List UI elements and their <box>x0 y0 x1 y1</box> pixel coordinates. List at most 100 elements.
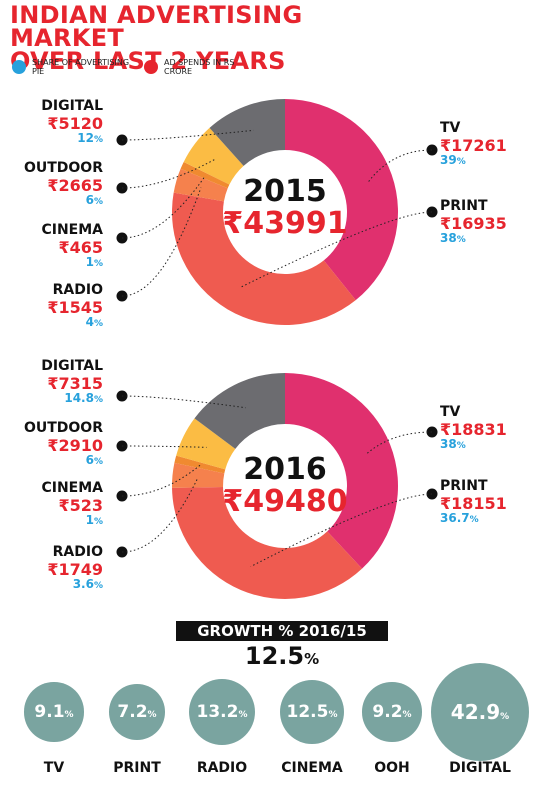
label-2016-print: PRINT ₹18151 36.7% <box>440 478 538 527</box>
legend-share-dot <box>12 60 26 74</box>
segment-value: ₹2910 <box>47 436 103 455</box>
label-2015-digital: DIGITAL ₹5120 12% <box>3 98 103 147</box>
leader-line-2016-print <box>250 493 433 567</box>
segment-value: ₹7315 <box>47 374 103 393</box>
segment-name: RADIO <box>52 282 103 298</box>
segment-share: 38% <box>440 437 466 452</box>
label-2015-cinema: CINEMA ₹465 1% <box>3 222 103 271</box>
segment-share: 14.8% <box>64 391 103 406</box>
segment-share: 3.6% <box>72 577 103 592</box>
segment-share: 1% <box>85 255 103 270</box>
slice-2016-radio <box>172 462 225 488</box>
slice-2015-cinema <box>180 161 230 189</box>
total-2016: ₹49480 <box>222 484 348 519</box>
year-2015: 2015 <box>243 174 327 209</box>
growth-label-radio: RADIO <box>196 760 248 776</box>
leader-line-2015-digital <box>121 129 254 141</box>
leader-line-2016-tv <box>366 431 433 455</box>
segment-name: TV <box>440 120 461 136</box>
segment-name: CINEMA <box>41 480 103 496</box>
label-2015-outdoor: OUTDOOR ₹2665 6% <box>3 160 103 209</box>
segment-value: ₹18831 <box>440 420 507 439</box>
growth-bubble-print: 7.2% <box>109 684 165 740</box>
leader-line-2015-cinema <box>121 175 206 239</box>
chart-title: INDIAN ADVERTISING MARKET OVER LAST 2 YE… <box>10 1 410 73</box>
growth-value: 9.2% <box>372 701 412 722</box>
segment-name: PRINT <box>440 198 488 214</box>
slice-2015-print <box>172 192 356 325</box>
growth-label-ooh: OOH <box>374 760 410 776</box>
growth-total: 12.5% <box>244 642 320 670</box>
segment-value: ₹2665 <box>47 176 103 195</box>
growth-title: GROWTH % 2016/15 <box>176 621 388 641</box>
slice-2016-tv <box>285 373 399 569</box>
label-2016-tv: TV ₹18831 38% <box>440 404 538 453</box>
leader-line-2015-radio <box>121 187 202 297</box>
slice-2015-digital <box>209 99 285 166</box>
segment-value: ₹16935 <box>440 214 507 233</box>
label-2015-tv: TV ₹17261 39% <box>440 120 538 169</box>
segment-name: DIGITAL <box>41 358 103 374</box>
center-2015: 2015 ₹43991 <box>215 176 355 240</box>
growth-bubble-radio: 13.2% <box>189 679 255 745</box>
segment-share: 6% <box>85 193 103 208</box>
slice-2016-print <box>172 487 363 599</box>
growth-bubble-ooh: 9.2% <box>362 682 422 742</box>
segment-name: TV <box>440 404 461 420</box>
segment-value: ₹1749 <box>47 560 103 579</box>
segment-share: 1% <box>85 513 103 528</box>
label-2015-print: PRINT ₹16935 38% <box>440 198 538 247</box>
segment-value: ₹465 <box>58 238 103 257</box>
growth-bubble-tv: 9.1% <box>24 682 84 742</box>
legend-spend-label: AD SPENDS IN RS CRORE <box>164 58 235 76</box>
slice-2016-outdoor <box>176 418 236 470</box>
year-2016: 2016 <box>243 452 327 487</box>
segment-value: ₹5120 <box>47 114 103 133</box>
segment-name: OUTDOOR <box>23 160 103 176</box>
slice-2016-digital <box>194 373 285 449</box>
label-2016-outdoor: OUTDOOR ₹2910 6% <box>3 420 103 469</box>
growth-label-cinema: CINEMA <box>281 760 343 776</box>
leader-line-2015-tv <box>367 149 433 184</box>
segment-share: 38% <box>440 231 466 246</box>
title-line-1: INDIAN ADVERTISING MARKET <box>10 1 303 52</box>
segment-name: RADIO <box>52 544 103 560</box>
growth-value: 9.1% <box>34 701 74 722</box>
growth-bubble-cinema: 12.5% <box>279 679 345 745</box>
segment-share: 12% <box>77 131 103 146</box>
leader-line-2016-outdoor <box>121 445 207 448</box>
leader-line-2016-cinema <box>121 464 201 497</box>
segment-share: 4% <box>85 315 103 330</box>
total-2015: ₹43991 <box>222 206 348 241</box>
leader-line-2016-radio <box>121 477 199 553</box>
segment-name: DIGITAL <box>41 98 103 114</box>
segment-name: PRINT <box>440 478 488 494</box>
slice-2016-cinema <box>174 455 226 474</box>
growth-value: 7.2% <box>117 701 157 722</box>
segment-share: 6% <box>85 453 103 468</box>
segment-share: 39% <box>440 153 466 168</box>
legend-share-label: SHARE OF ADVERTISING PIE <box>32 58 130 76</box>
label-2016-digital: DIGITAL ₹7315 14.8% <box>3 358 103 407</box>
growth-value: 12.5% <box>286 701 338 722</box>
growth-value: 13.2% <box>196 701 248 722</box>
segment-value: ₹18151 <box>440 494 507 513</box>
label-2015-radio: RADIO ₹1545 4% <box>3 282 103 331</box>
growth-label-tv: TV <box>43 760 65 776</box>
segment-value: ₹523 <box>58 496 103 515</box>
segment-value: ₹17261 <box>440 136 507 155</box>
segment-share: 36.7% <box>440 511 479 526</box>
label-2016-cinema: CINEMA ₹523 1% <box>3 480 103 529</box>
growth-label-print: PRINT <box>113 760 161 776</box>
segment-value: ₹1545 <box>47 298 103 317</box>
slice-2015-outdoor <box>183 127 244 185</box>
label-2016-radio: RADIO ₹1749 3.6% <box>3 544 103 593</box>
segment-name: OUTDOOR <box>23 420 103 436</box>
leader-line-2015-outdoor <box>121 158 216 189</box>
growth-value: 42.9% <box>450 700 510 724</box>
growth-bubble-digital: 42.9% <box>431 663 529 761</box>
slice-2015-tv <box>285 99 398 301</box>
slice-2015-radio <box>173 168 228 202</box>
segment-name: CINEMA <box>41 222 103 238</box>
